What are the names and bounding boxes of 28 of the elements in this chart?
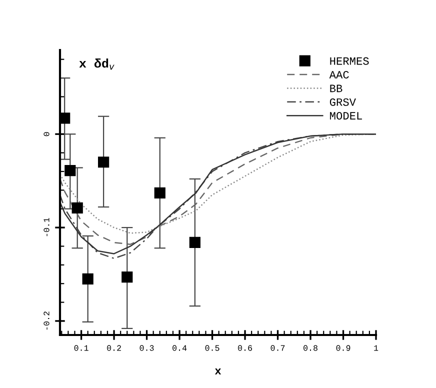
x-tick-label: 0.8 (304, 345, 318, 351)
y-tick-label: -0.2 (44, 312, 50, 330)
x-tick-label: 0.6 (238, 345, 252, 351)
point (98, 156, 110, 168)
x-tick-label: 0.3 (140, 345, 154, 351)
x-tick-label: 0.1 (74, 345, 88, 351)
point (189, 236, 200, 248)
point (82, 273, 94, 284)
legend-label: GRSV (330, 98, 356, 106)
y-tick-label: 0 (44, 132, 50, 136)
x-axis-title: x (214, 368, 222, 374)
y-tick-label: -0.1 (44, 218, 50, 236)
point (72, 202, 83, 214)
y-axis-title: x δd$_{v}$ (79, 58, 114, 70)
x-tick-label: 0.9 (336, 345, 350, 351)
x-tick-label: 0.2 (107, 345, 121, 351)
point (60, 112, 70, 124)
x-tick-label: 0.4 (172, 345, 187, 351)
x-tick-label: 0.7 (270, 345, 285, 351)
x-tick-label: 0.5 (205, 345, 220, 351)
point (154, 187, 166, 199)
legend-label: AAC (329, 70, 349, 79)
point (122, 272, 133, 283)
legend-label: BB (330, 84, 342, 92)
x-tick-label: 1 (374, 345, 378, 351)
point (64, 164, 76, 176)
legend-label: HERMES (330, 57, 369, 65)
legend-label: MODEL (330, 112, 362, 120)
